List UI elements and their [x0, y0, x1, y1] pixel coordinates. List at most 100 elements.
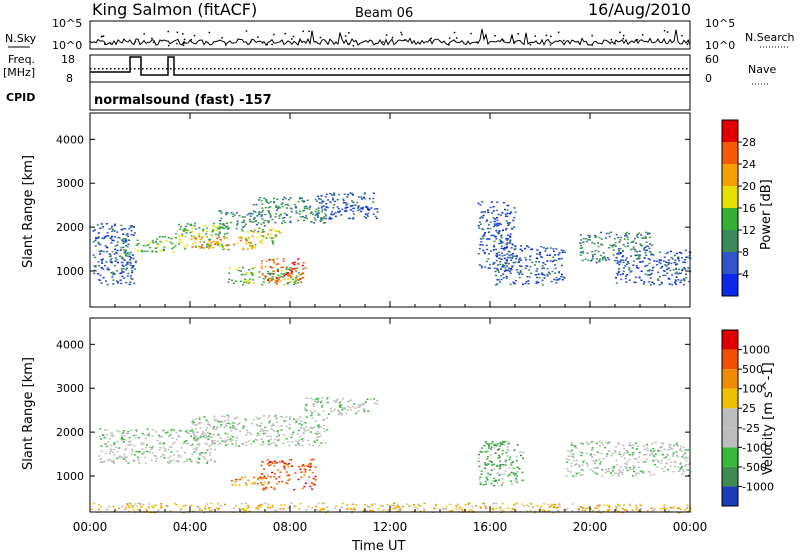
range-gate-cell	[211, 427, 214, 429]
range-gate-cell	[570, 442, 573, 444]
range-gate-cell	[113, 442, 116, 444]
range-gate-cell	[311, 427, 314, 429]
range-gate-cell	[511, 266, 514, 268]
range-gate-cell	[134, 260, 137, 263]
range-gate-cell	[94, 266, 97, 268]
range-gate-cell	[624, 509, 627, 511]
range-gate-cell	[644, 454, 647, 456]
range-gate-cell	[249, 278, 252, 280]
range-gate-cell	[320, 400, 323, 402]
range-gate-cell	[334, 507, 337, 510]
range-gate-cell	[148, 446, 151, 449]
range-gate-cell	[283, 283, 286, 286]
range-gate-cell	[109, 438, 112, 440]
range-gate-cell	[669, 448, 672, 450]
nave-point	[438, 68, 440, 70]
range-gate-cell	[326, 401, 329, 404]
range-gate-cell	[110, 238, 113, 240]
range-gate-cell	[603, 504, 606, 506]
nave-point	[606, 68, 608, 70]
range-gate-cell	[478, 247, 481, 250]
range-gate-cell	[494, 236, 497, 238]
range-gate-cell	[503, 473, 506, 475]
range-gate-cell	[645, 254, 648, 257]
range-gate-cell	[512, 219, 515, 222]
range-gate-cell	[98, 250, 101, 253]
range-gate-cell	[595, 261, 598, 264]
range-gate-cell	[122, 240, 125, 242]
range-gate-cell	[508, 251, 511, 253]
range-gate-cell	[435, 504, 438, 507]
range-gate-cell	[509, 239, 512, 241]
range-gate-cell	[109, 448, 112, 451]
range-gate-cell	[333, 200, 336, 203]
range-gate-cell	[206, 460, 209, 462]
range-gate-cell	[189, 430, 192, 432]
range-gate-cell	[638, 232, 641, 234]
range-gate-cell	[267, 443, 270, 446]
range-gate-cell	[495, 238, 498, 240]
range-gate-cell	[301, 445, 304, 447]
range-gate-cell	[223, 224, 226, 227]
range-gate-cell	[626, 273, 629, 276]
nave-point	[434, 68, 436, 70]
range-gate-cell	[416, 507, 419, 510]
nave-point	[122, 68, 124, 70]
range-gate-cell	[338, 412, 341, 414]
range-gate-cell	[245, 243, 248, 245]
range-gate-cell	[667, 449, 669, 451]
nsearch-point	[101, 35, 103, 38]
range-gate-cell	[305, 215, 308, 217]
range-gate-cell	[283, 504, 286, 506]
range-gate-cell	[502, 482, 504, 484]
range-gate-cell	[642, 260, 644, 263]
range-gate-cell	[282, 260, 285, 262]
range-gate-cell	[241, 508, 244, 511]
range-gate-cell	[313, 410, 316, 412]
range-gate-cell	[515, 269, 518, 271]
range-gate-cell	[199, 422, 202, 424]
range-gate-cell	[100, 445, 103, 447]
range-gate-cell	[261, 484, 264, 486]
range-gate-cell	[219, 442, 222, 444]
range-gate-cell	[513, 216, 516, 219]
range-gate-cell	[622, 255, 625, 257]
range-gate-cell	[656, 466, 659, 468]
range-gate-cell	[110, 434, 113, 437]
range-gate-cell	[299, 416, 302, 418]
range-gate-cell	[246, 248, 249, 250]
range-gate-cell	[179, 509, 182, 511]
range-gate-cell	[123, 434, 126, 437]
range-gate-cell	[175, 460, 178, 462]
range-gate-cell	[581, 443, 584, 445]
nsearch-point	[273, 33, 275, 36]
range-gate-cell	[627, 262, 630, 264]
range-gate-cell	[663, 448, 666, 450]
range-gate-cell	[305, 426, 308, 428]
range-gate-cell	[327, 199, 329, 201]
range-gate-cell	[485, 464, 488, 466]
range-gate-cell	[286, 283, 289, 285]
range-gate-cell	[516, 271, 519, 274]
range-gate-cell	[497, 457, 500, 459]
range-gate-cell	[673, 445, 675, 447]
range-gate-cell	[680, 252, 683, 254]
range-gate-cell	[591, 449, 594, 451]
range-gate-cell	[244, 418, 247, 420]
nsearch-point	[385, 34, 388, 36]
range-gate-cell	[626, 263, 628, 265]
range-gate-cell	[253, 439, 256, 442]
range-gate-cell	[172, 429, 175, 431]
range-gate-cell	[631, 509, 634, 511]
range-gate-cell	[226, 232, 229, 235]
range-gate-cell	[122, 458, 125, 460]
range-gate-cell	[549, 247, 552, 249]
range-gate-cell	[303, 421, 306, 424]
nsearch-point	[245, 30, 248, 32]
range-gate-cell	[307, 465, 310, 467]
range-gate-cell	[579, 234, 582, 236]
range-gate-cell	[136, 430, 138, 433]
nsearch-point	[319, 36, 322, 39]
range-gate-cell	[547, 271, 550, 273]
range-gate-cell	[502, 248, 505, 250]
